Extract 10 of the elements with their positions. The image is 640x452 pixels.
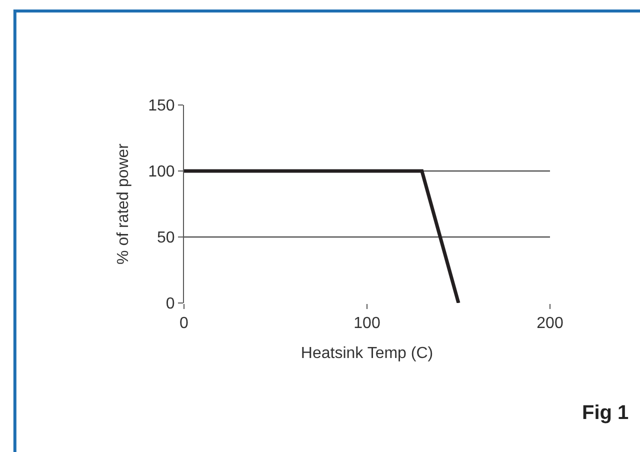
y-tick-label: 0: [166, 296, 175, 313]
x-tick-label: 100: [354, 315, 380, 332]
y-axis-title: % of rated power: [114, 142, 132, 264]
x-tick-label: 0: [180, 315, 189, 332]
y-tick-label: 100: [148, 164, 175, 181]
y-tick-label: 150: [148, 98, 175, 115]
x-tick-label: 200: [536, 315, 564, 332]
y-tick-label: 50: [157, 230, 175, 247]
caption: Fig 1: [582, 402, 629, 424]
x-axis-title: Heatsink Temp (C): [300, 344, 434, 362]
